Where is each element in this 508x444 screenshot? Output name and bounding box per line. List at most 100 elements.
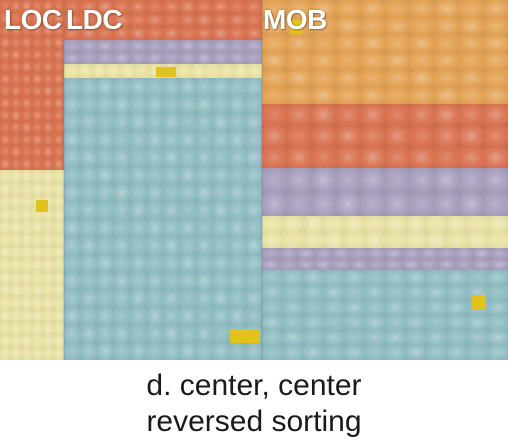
loc-yellow-block-cell: [53, 233, 64, 246]
mob-teal-block-cell: [488, 300, 508, 315]
mob-yellow-band-cell: [283, 232, 303, 248]
caption-line-2: reversed sorting: [146, 405, 362, 438]
loc-red-block-cell: [32, 121, 43, 134]
mob-purple-band-2-cell: [420, 259, 438, 270]
mob-teal-block-cell: [447, 330, 467, 345]
ldc-purple-band-cell: [229, 40, 245, 52]
loc-red-block-cell: [43, 36, 53, 49]
mob-yellow-band-cell: [365, 232, 385, 248]
ldc-teal-block-cell: [180, 131, 196, 148]
loc-yellow-block-cell: [21, 271, 32, 284]
mob-yellow-band-cell: [467, 216, 487, 232]
ldc-teal-block-cell: [114, 307, 130, 325]
ldc-teal-block-cell: [213, 149, 229, 166]
ldc-teal-block-cell: [180, 237, 196, 254]
loc-red-block-cell: [0, 73, 11, 85]
loc-red-block-cell: [32, 134, 43, 146]
ldc-teal-block-cell: [163, 96, 179, 113]
ldc-teal-block-cell: [97, 184, 113, 201]
loc-red-block-cell: [53, 121, 64, 134]
mob-orange-block-cell: [483, 87, 508, 104]
loc-red-block-cell: [32, 109, 43, 121]
ldc-teal-block-cell: [163, 342, 179, 360]
ldc-teal-block-cell: [213, 237, 229, 254]
mob-purple-band-2-cell: [473, 248, 490, 259]
loc-red-block-cell: [32, 85, 43, 97]
ldc-teal-block-cell: [64, 113, 80, 131]
loc-yellow-block-cell: [43, 284, 53, 297]
mob-yellow-band-cell: [385, 232, 405, 248]
mob-orange-block-cell: [287, 69, 311, 87]
ldc-teal-block-cell: [229, 131, 245, 148]
mob-purple-band-cell: [336, 168, 360, 192]
loc-red-block-cell: [0, 49, 11, 61]
loc-yellow-block-cell: [11, 347, 21, 360]
ldc-teal-block-cell: [246, 272, 262, 289]
mob-teal-block-cell: [385, 285, 405, 300]
loc-red-block-cell: [21, 24, 32, 36]
loc-yellow-block-cell: [11, 195, 21, 208]
mob-orange-block-cell: [410, 69, 434, 87]
loc-yellow-block-cell: [11, 170, 21, 183]
loc-yellow-block-cell: [21, 170, 32, 183]
ldc-teal-block-cell: [180, 166, 196, 184]
ldc-yellow-band-cell: [64, 64, 78, 78]
mob-teal-block-cell: [488, 270, 508, 285]
ldc-teal-block-cell: [147, 219, 163, 237]
mob-teal-block-cell: [467, 345, 487, 360]
mob-purple-band-2-cell: [332, 259, 350, 270]
ldc-teal-block-cell: [64, 78, 80, 96]
ldc-teal-block-cell: [147, 272, 163, 289]
mob-orange-block-cell: [459, 0, 483, 17]
mob-teal-block-cell: [385, 345, 405, 360]
mob-label-highlight: [290, 20, 302, 34]
ldc-teal-block-cell: [213, 325, 229, 342]
loc-red-block-cell: [32, 49, 43, 61]
ldc-teal-block-cell: [130, 96, 146, 113]
mob-teal-block-cell: [344, 345, 364, 360]
mob-teal-block-cell: [365, 345, 385, 360]
loc-red-block-cell: [53, 109, 64, 121]
ldc-teal-block-cell: [213, 290, 229, 307]
mob-yellow-band-cell: [426, 216, 446, 232]
loc-red-block-cell: [32, 97, 43, 109]
ldc-yellow-band-cell: [121, 64, 135, 78]
ldc-teal-block-cell: [81, 78, 97, 96]
ldc-teal-block-cell: [114, 149, 130, 166]
loc-red-block-cell: [11, 109, 21, 121]
mob-orange-block-cell: [434, 87, 459, 104]
loc-yellow-block-cell: [43, 259, 53, 271]
mob-purple-band-cell: [336, 192, 360, 216]
mob-yellow-band-cell: [406, 232, 426, 248]
loc-yellow-block-cell: [53, 297, 64, 309]
loc-yellow-block-cell: [0, 233, 11, 246]
ldc-teal-block-cell: [147, 342, 163, 360]
ldc-teal-block-cell: [213, 96, 229, 113]
mob-teal-block-cell: [406, 285, 426, 300]
loc-yellow-block-cell: [53, 221, 64, 233]
ldc-red-band-cell: [180, 0, 196, 13]
loc-yellow-block-cell: [0, 322, 11, 335]
loc-red-block-cell: [32, 146, 43, 158]
mob-teal-block-cell: [447, 300, 467, 315]
ldc-teal-block-cell: [81, 307, 97, 325]
ldc-purple-band-cell: [213, 40, 229, 52]
mob-purple-band-cell: [434, 192, 459, 216]
loc-yellow-block-cell: [32, 170, 43, 183]
ldc-teal-block-cell: [97, 325, 113, 342]
mob-teal-block-cell: [467, 315, 487, 330]
ldc-red-band-cell: [246, 27, 262, 40]
ldc-teal-block-cell: [130, 184, 146, 201]
ldc-purple-band-cell: [64, 40, 80, 52]
mob-red-band-cell: [262, 125, 287, 147]
ldc-teal-block-cell: [114, 254, 130, 272]
ldc-purple-band-cell: [229, 52, 245, 64]
ldc-teal-block-cell: [229, 237, 245, 254]
ldc-teal-block-cell: [97, 78, 113, 96]
ldc-teal-block-cell: [114, 166, 130, 184]
ldc-teal-block-cell: [213, 219, 229, 237]
mob-teal-block-cell: [344, 300, 364, 315]
mob-teal-block-cell: [283, 270, 303, 285]
ldc-teal-block-cell: [97, 307, 113, 325]
figure-caption: d. center, center reversed sorting: [0, 368, 508, 440]
